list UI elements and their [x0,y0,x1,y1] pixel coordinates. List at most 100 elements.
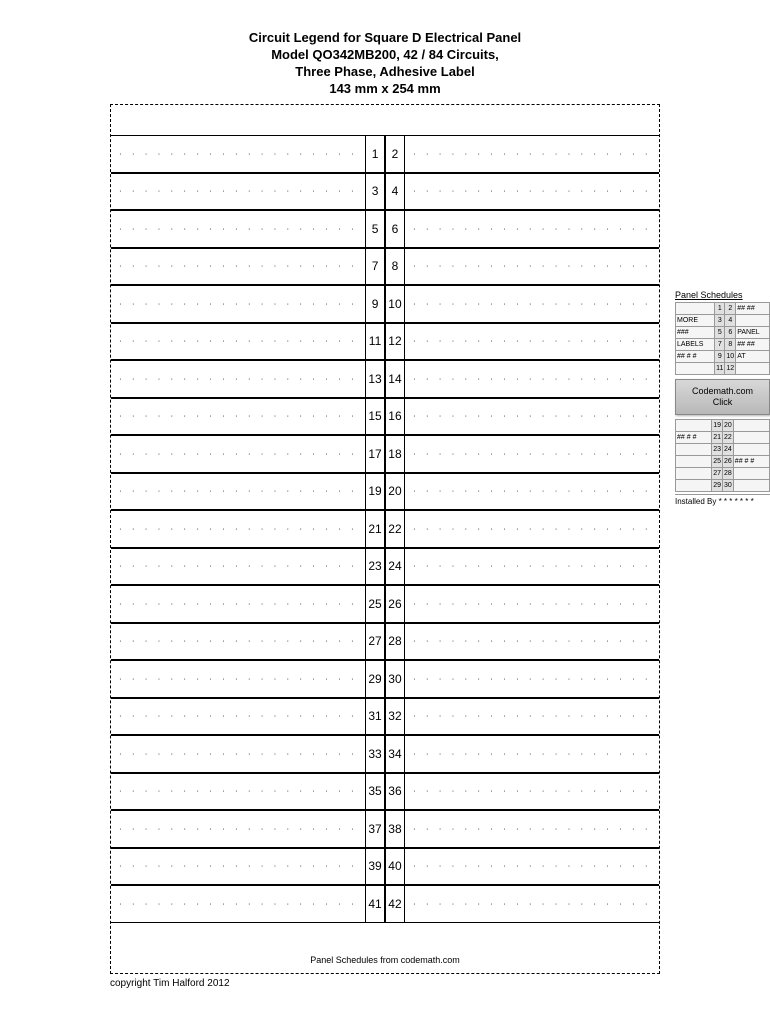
dotted-fill-line: · · · · · · · · · · · · · · · · · · · · … [119,337,357,346]
mini-cell-num: 24 [723,443,734,455]
circuit-cell-right: · · · · · · · · · · · · · · · · · · · · … [405,473,659,511]
mini-cell-num: 7 [715,339,725,351]
mini-cell-right [733,443,769,455]
dotted-fill-line: · · · · · · · · · · · · · · · · · · · · … [119,374,357,383]
mini-cell-left: ## # # [676,431,712,443]
mini-cell-right: ## # # [733,455,769,467]
mini-cell-num: 22 [723,431,734,443]
mini-table-row: 1112 [676,363,770,375]
circuit-cell-right: · · · · · · · · · · · · · · · · · · · · … [405,885,659,923]
dotted-fill-line: · · · · · · · · · · · · · · · · · · · · … [413,787,651,796]
circuit-row: · · · · · · · · · · · · · · · · · · · · … [111,660,659,698]
mini-cell-right [733,419,769,431]
mini-schedule-table-top: 12## ##MORE34###56PANELLABELS78## #### #… [675,302,770,375]
circuit-number-left: 17 [365,435,385,473]
circuit-row: · · · · · · · · · · · · · · · · · · · · … [111,285,659,323]
circuit-cell-right: · · · · · · · · · · · · · · · · · · · · … [405,810,659,848]
circuit-cell-left: · · · · · · · · · · · · · · · · · · · · … [111,698,365,736]
dotted-fill-line: · · · · · · · · · · · · · · · · · · · · … [119,562,357,571]
dotted-fill-line: · · · · · · · · · · · · · · · · · · · · … [413,412,651,421]
mini-cell-left [676,479,712,491]
circuit-number-left: 9 [365,285,385,323]
circuit-number-left: 25 [365,585,385,623]
circuit-row: · · · · · · · · · · · · · · · · · · · · … [111,210,659,248]
dotted-fill-line: · · · · · · · · · · · · · · · · · · · · … [413,224,651,233]
circuit-number-right: 16 [385,398,405,436]
mini-table-row: 1920 [676,419,770,431]
dotted-fill-line: · · · · · · · · · · · · · · · · · · · · … [413,374,651,383]
circuit-cell-left: · · · · · · · · · · · · · · · · · · · · … [111,248,365,286]
mini-cell-num: 29 [712,479,723,491]
dotted-fill-line: · · · · · · · · · · · · · · · · · · · · … [119,749,357,758]
circuit-number-left: 21 [365,510,385,548]
dotted-fill-line: · · · · · · · · · · · · · · · · · · · · … [413,899,651,908]
circuit-cell-left: · · · · · · · · · · · · · · · · · · · · … [111,473,365,511]
mini-cell-num: 20 [723,419,734,431]
circuit-number-left: 3 [365,173,385,211]
circuit-row: · · · · · · · · · · · · · · · · · · · · … [111,548,659,586]
mini-cell-num: 25 [712,455,723,467]
circuit-cell-right: · · · · · · · · · · · · · · · · · · · · … [405,360,659,398]
circuit-number-right: 18 [385,435,405,473]
sidebar-panel-schedules: Panel Schedules 12## ##MORE34###56PANELL… [675,290,770,506]
mini-cell-num: 8 [725,339,736,351]
dotted-fill-line: · · · · · · · · · · · · · · · · · · · · … [413,562,651,571]
mini-cell-right [733,479,769,491]
mini-table-row: 2728 [676,467,770,479]
mini-table-row: 2324 [676,443,770,455]
circuit-row: · · · · · · · · · · · · · · · · · · · · … [111,623,659,661]
mini-cell-left [676,467,712,479]
circuit-cell-left: · · · · · · · · · · · · · · · · · · · · … [111,848,365,886]
mini-cell-num: 9 [715,351,725,363]
circuit-number-right: 6 [385,210,405,248]
circuit-row: · · · · · · · · · · · · · · · · · · · · … [111,810,659,848]
circuit-cell-right: · · · · · · · · · · · · · · · · · · · · … [405,510,659,548]
mini-table-row: ## # #910AT [676,351,770,363]
mini-cell-right: ## ## [736,339,770,351]
circuit-number-left: 41 [365,885,385,923]
circuit-number-left: 29 [365,660,385,698]
mini-cell-left [676,455,712,467]
circuit-row: · · · · · · · · · · · · · · · · · · · · … [111,248,659,286]
mini-cell-left [676,419,712,431]
circuit-number-left: 37 [365,810,385,848]
dotted-fill-line: · · · · · · · · · · · · · · · · · · · · … [413,824,651,833]
dotted-fill-line: · · · · · · · · · · · · · · · · · · · · … [413,637,651,646]
circuit-cell-right: · · · · · · · · · · · · · · · · · · · · … [405,398,659,436]
dotted-fill-line: · · · · · · · · · · · · · · · · · · · · … [119,674,357,683]
dotted-fill-line: · · · · · · · · · · · · · · · · · · · · … [119,787,357,796]
circuit-cell-right: · · · · · · · · · · · · · · · · · · · · … [405,210,659,248]
dotted-fill-line: · · · · · · · · · · · · · · · · · · · · … [413,712,651,721]
circuit-cell-right: · · · · · · · · · · · · · · · · · · · · … [405,698,659,736]
codemath-button-line1: Codemath.com [678,386,767,397]
circuit-number-right: 14 [385,360,405,398]
dotted-fill-line: · · · · · · · · · · · · · · · · · · · · … [413,337,651,346]
codemath-click-button[interactable]: Codemath.com Click [675,379,770,415]
circuit-cell-left: · · · · · · · · · · · · · · · · · · · · … [111,210,365,248]
mini-table-row: ###56PANEL [676,327,770,339]
circuit-cell-left: · · · · · · · · · · · · · · · · · · · · … [111,623,365,661]
circuit-number-right: 30 [385,660,405,698]
circuit-cell-right: · · · · · · · · · · · · · · · · · · · · … [405,173,659,211]
mini-cell-num: 19 [712,419,723,431]
mini-cell-num: 4 [725,315,736,327]
circuit-cell-left: · · · · · · · · · · · · · · · · · · · · … [111,510,365,548]
mini-cell-left: LABELS [676,339,715,351]
mini-cell-right [736,315,770,327]
circuit-cell-left: · · · · · · · · · · · · · · · · · · · · … [111,173,365,211]
circuit-number-left: 19 [365,473,385,511]
mini-cell-right: AT [736,351,770,363]
circuit-number-right: 42 [385,885,405,923]
mini-table-row: 2526## # # [676,455,770,467]
document-header: Circuit Legend for Square D Electrical P… [0,0,770,98]
circuit-number-right: 20 [385,473,405,511]
mini-cell-left: ### [676,327,715,339]
circuit-cell-right: · · · · · · · · · · · · · · · · · · · · … [405,435,659,473]
circuit-cell-left: · · · · · · · · · · · · · · · · · · · · … [111,285,365,323]
circuit-number-right: 40 [385,848,405,886]
mini-cell-left [676,303,715,315]
dotted-fill-line: · · · · · · · · · · · · · · · · · · · · … [413,449,651,458]
mini-cell-num: 23 [712,443,723,455]
dotted-fill-line: · · · · · · · · · · · · · · · · · · · · … [413,524,651,533]
panel-footer-text: Panel Schedules from codemath.com [111,955,659,965]
